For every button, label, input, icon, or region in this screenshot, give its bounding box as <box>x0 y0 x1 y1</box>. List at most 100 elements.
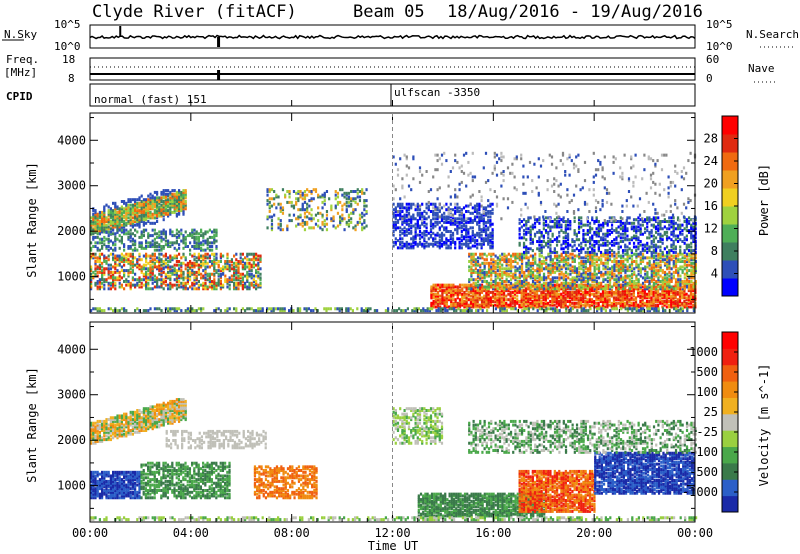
heatmap-cell <box>615 283 618 287</box>
heatmap-cell <box>312 226 315 230</box>
heatmap-cell <box>545 267 548 271</box>
heatmap-cell <box>538 258 541 262</box>
heatmap-cell <box>105 278 108 282</box>
heatmap-cell <box>468 269 471 273</box>
heatmap-cell <box>476 231 479 235</box>
heatmap-cell <box>485 305 488 309</box>
heatmap-cell <box>645 296 649 300</box>
heatmap-cell <box>513 290 517 294</box>
heatmap-cell <box>363 219 366 223</box>
heatmap-cell <box>476 303 479 307</box>
heatmap-cell <box>641 252 645 256</box>
heatmap-cell <box>268 215 271 219</box>
heatmap-cell <box>211 230 214 234</box>
heatmap-cell <box>347 219 351 223</box>
heatmap-cell <box>248 272 251 276</box>
heatmap-cell <box>323 193 326 197</box>
heatmap-cell <box>454 298 457 302</box>
heatmap-cell <box>169 267 172 271</box>
heatmap-cell <box>410 244 413 248</box>
heatmap-cell <box>136 212 139 216</box>
heatmap-cell <box>590 292 594 296</box>
heatmap-cell <box>167 267 170 271</box>
heatmap-cell <box>228 278 231 282</box>
heatmap-cell <box>412 246 415 250</box>
heatmap-cell <box>127 207 130 211</box>
heatmap-cell <box>463 285 466 289</box>
heatmap-cell <box>551 300 554 303</box>
heatmap-cell <box>167 209 170 213</box>
heatmap-cell <box>626 298 629 302</box>
heatmap-cell <box>685 305 688 309</box>
heatmap-cell <box>191 272 194 276</box>
heatmap-cell <box>114 221 117 225</box>
heatmap-cell <box>490 274 493 278</box>
heatmap-cell <box>586 254 590 258</box>
heatmap-cell <box>518 274 521 278</box>
heatmap-cell <box>184 256 187 260</box>
heatmap-cell <box>153 263 156 267</box>
heatmap-cell <box>259 260 262 263</box>
heatmap-cell <box>202 274 205 278</box>
heatmap-cell <box>142 203 145 207</box>
heatmap-cell <box>169 210 172 214</box>
heatmap-cell <box>178 212 181 216</box>
heatmap-cell <box>496 272 499 276</box>
heatmap-cell <box>399 215 402 219</box>
heatmap-cell <box>652 256 656 260</box>
heatmap-cell <box>394 217 397 221</box>
heatmap-cell <box>462 217 466 221</box>
heatmap-cell <box>637 267 640 271</box>
heatmap-cell <box>632 294 635 298</box>
heatmap-cell <box>542 281 546 285</box>
heatmap-cell <box>169 245 172 248</box>
heatmap-cell <box>436 220 439 224</box>
heatmap-cell <box>235 283 238 287</box>
heatmap-cell <box>476 233 479 237</box>
heatmap-cell <box>666 252 669 256</box>
heatmap-cell <box>195 278 198 282</box>
heatmap-cell <box>597 283 601 287</box>
heatmap-cell <box>666 254 669 258</box>
heatmap-cell <box>549 258 552 262</box>
heatmap-cell <box>213 261 216 265</box>
heatmap-cell <box>449 230 452 233</box>
heatmap-cell <box>162 205 165 209</box>
heatmap-cell <box>619 260 623 263</box>
heatmap-cell <box>169 256 172 260</box>
heatmap-cell <box>310 213 313 217</box>
heatmap-cell <box>586 283 589 287</box>
heatmap-cell <box>94 225 97 229</box>
heatmap-cell <box>560 298 563 302</box>
heatmap-cell <box>462 242 466 246</box>
heatmap-cell <box>469 294 473 298</box>
heatmap-cell <box>663 263 667 267</box>
heatmap-cell <box>622 287 625 291</box>
heatmap-cell <box>577 289 580 293</box>
heatmap-cell <box>639 305 642 309</box>
heatmap-cell <box>520 263 524 267</box>
heatmap-cell <box>450 298 453 302</box>
heatmap-cell <box>345 193 348 197</box>
heatmap-cell <box>145 218 148 222</box>
heatmap-cell <box>171 203 174 207</box>
heatmap-cell <box>145 272 148 276</box>
heatmap-cell <box>615 269 618 273</box>
heatmap-cell <box>512 265 515 269</box>
heatmap-cell <box>127 235 130 239</box>
heatmap-cell <box>491 230 494 233</box>
heatmap-cell <box>241 285 244 289</box>
heatmap-cell <box>580 278 583 282</box>
heatmap-cell <box>129 210 132 214</box>
heatmap-cell <box>611 265 614 269</box>
heatmap-cell <box>182 210 185 214</box>
heatmap-cell <box>96 285 99 289</box>
heatmap-cell <box>611 254 614 258</box>
heatmap-cell <box>524 294 528 298</box>
heatmap-cell <box>233 270 236 274</box>
heatmap-cell <box>202 248 205 252</box>
heatmap-cell <box>518 258 521 262</box>
heatmap-cell <box>167 245 170 248</box>
heatmap-cell <box>255 280 258 283</box>
heatmap-cell <box>527 263 530 267</box>
